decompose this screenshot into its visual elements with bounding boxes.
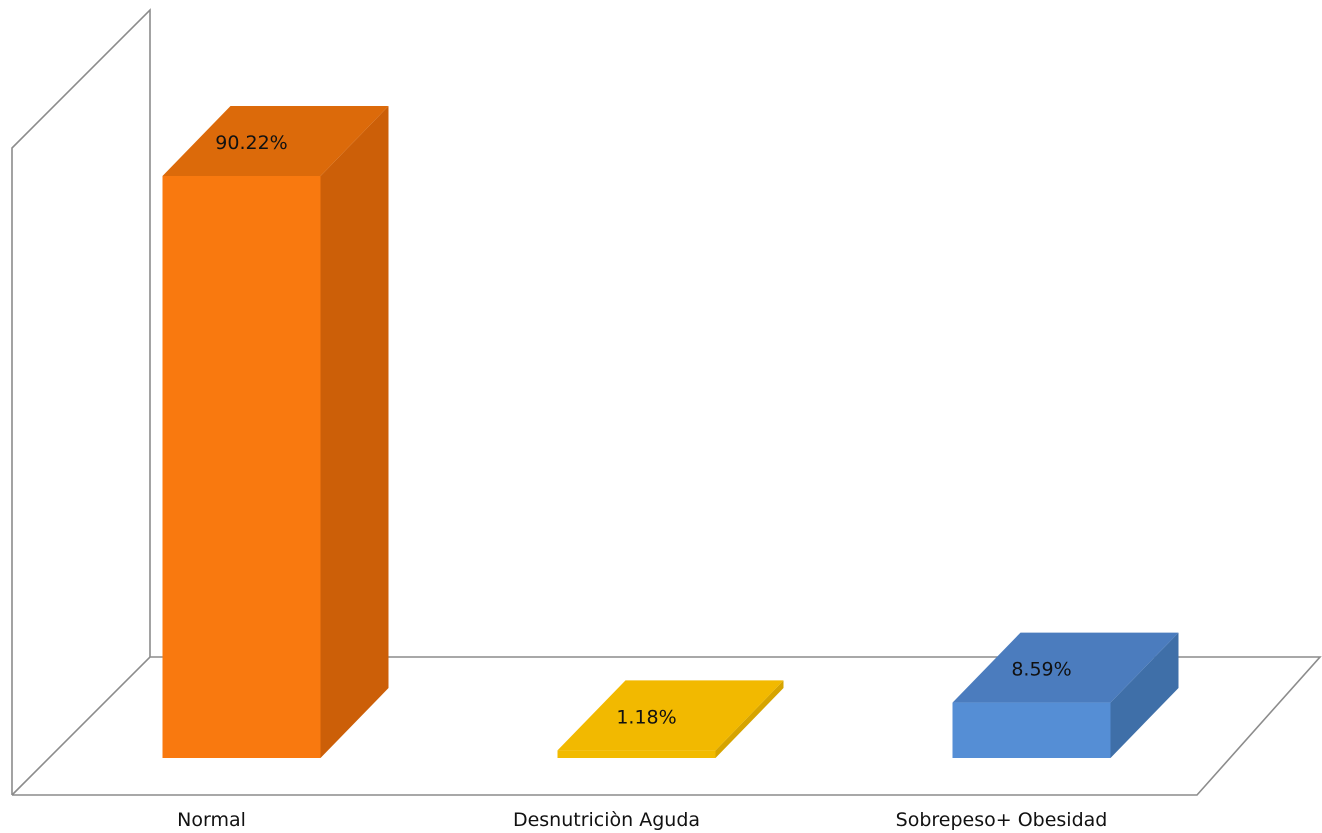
bar-top-face xyxy=(162,106,389,176)
category-label-3: Sobrepeso+ Obesidad xyxy=(896,809,1108,831)
bar-side-face xyxy=(1110,632,1179,758)
left-wall-frame xyxy=(11,8,151,795)
bar-front-face xyxy=(557,750,716,758)
bar-front-face xyxy=(162,176,321,758)
category-label-2: Desnutriciòn Aguda xyxy=(513,809,700,831)
labels-group: 90.22% Normal 1.18% Desnutriciòn Aguda 8.59%… xyxy=(177,132,1107,831)
category-label-1: Normal xyxy=(177,809,246,831)
bar-front-face xyxy=(952,702,1111,758)
bar-top-face xyxy=(557,680,784,751)
bars-group xyxy=(162,106,1179,758)
floor-frame xyxy=(11,656,1322,796)
bar-3 xyxy=(952,632,1179,758)
data-label-2: 1.18% xyxy=(616,706,676,728)
bar-2 xyxy=(557,680,784,758)
data-label-1: 90.22% xyxy=(215,132,287,154)
bar-1 xyxy=(162,106,389,758)
bar-side-face xyxy=(715,680,784,758)
bar-top-face xyxy=(952,632,1179,703)
data-label-3: 8.59% xyxy=(1011,659,1071,681)
bar-side-face xyxy=(320,106,389,758)
